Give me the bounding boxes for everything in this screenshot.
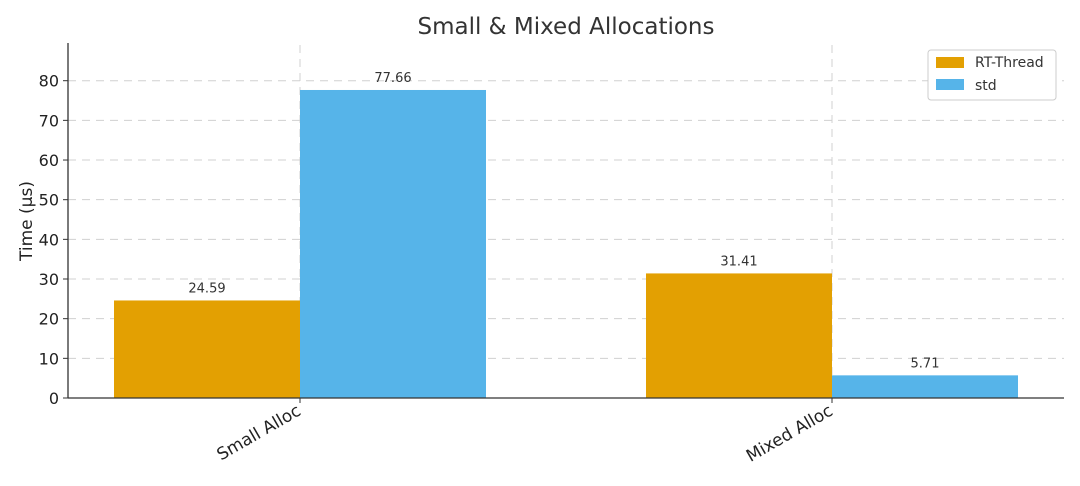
bar-std-1 xyxy=(832,375,1018,398)
x-tick-label-1: Mixed Alloc xyxy=(743,401,836,467)
data-labels: 24.59 31.41 77.66 5.71 xyxy=(188,71,939,371)
data-label-rt-thread-1: 31.41 xyxy=(720,254,757,269)
legend-swatch-rt-thread xyxy=(936,57,964,68)
y-tick-label-60: 60 xyxy=(39,151,59,170)
bar-std-0 xyxy=(300,89,486,398)
data-label-std-1: 5.71 xyxy=(911,356,940,371)
y-tick-label-0: 0 xyxy=(49,389,59,408)
chart-title: Small & Mixed Allocations xyxy=(417,14,714,40)
axes xyxy=(67,43,1064,399)
x-ticks: Small Alloc Mixed Alloc xyxy=(214,398,837,467)
y-tick-label-40: 40 xyxy=(39,230,59,249)
legend-label-rt-thread: RT-Thread xyxy=(975,55,1044,71)
y-tick-label-10: 10 xyxy=(39,349,59,368)
bar-rt-thread-0 xyxy=(114,300,300,398)
legend: RT-Thread std xyxy=(927,49,1057,101)
y-tick-label-70: 70 xyxy=(39,111,59,130)
legend-label-std: std xyxy=(975,78,997,94)
y-tick-label-30: 30 xyxy=(39,270,59,289)
bar-rt-thread-1 xyxy=(646,273,832,398)
y-axis-label: Time (µs) xyxy=(17,181,37,262)
legend-swatch-std xyxy=(936,79,964,90)
y-tick-label-80: 80 xyxy=(39,72,59,91)
data-label-std-0: 77.66 xyxy=(374,71,411,86)
y-tick-label-20: 20 xyxy=(39,310,59,329)
bars xyxy=(114,89,1018,398)
y-tick-label-50: 50 xyxy=(39,191,59,210)
data-label-rt-thread-0: 24.59 xyxy=(188,281,225,296)
x-tick-label-0: Small Alloc xyxy=(214,401,305,465)
y-ticks: 0 10 20 30 40 50 60 70 80 xyxy=(39,72,68,408)
